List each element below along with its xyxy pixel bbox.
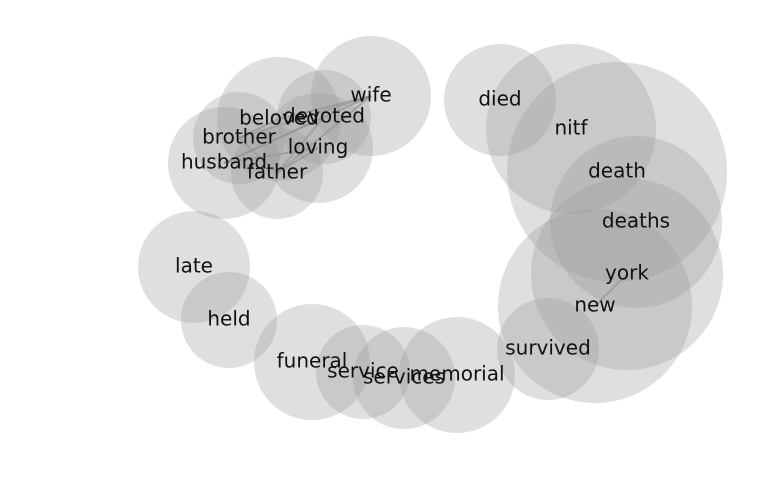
edge-wife-brother (238, 95, 372, 139)
edges-layer (223, 95, 628, 307)
node-circle-wife (311, 36, 431, 156)
node-label-survived: survived (505, 336, 591, 360)
node-circle-nitf (486, 44, 656, 214)
node-circle-york (531, 178, 723, 370)
node-circle-memorial (399, 317, 515, 433)
node-circle-death (507, 62, 727, 282)
node-label-funeral: funeral (277, 349, 348, 373)
node-circle-funeral (254, 304, 370, 420)
node-circle-late (138, 211, 250, 323)
edge-devoted-husband (223, 116, 325, 164)
node-circle-service (316, 325, 410, 419)
node-circle-father (231, 127, 323, 219)
node-label-memorial: memorial (409, 362, 504, 386)
node-label-husband: husband (181, 150, 267, 174)
node-circle-died (444, 44, 556, 156)
node-label-died: died (478, 87, 521, 111)
edge-loving-husband (223, 147, 319, 164)
node-label-late: late (175, 254, 213, 278)
node-label-held: held (207, 307, 250, 331)
node-circle-devoted (277, 70, 371, 164)
node-label-services: services (363, 365, 445, 389)
node-label-devoted: devoted (283, 104, 365, 128)
edge-new-york (594, 273, 628, 307)
node-label-nitf: nitf (554, 116, 588, 140)
node-label-beloved: beloved (239, 106, 319, 130)
node-label-york: york (605, 261, 649, 285)
node-circle-deaths (550, 136, 722, 308)
node-circle-brother (193, 92, 285, 184)
node-label-brother: brother (202, 125, 277, 149)
edge-wife-father (276, 95, 372, 174)
node-label-deaths: deaths (602, 209, 670, 233)
edge-loving-father (276, 147, 319, 174)
node-label-loving: loving (288, 135, 349, 159)
edge-devoted-father (276, 116, 325, 174)
node-label-new: new (574, 293, 615, 317)
circles-layer (138, 36, 727, 433)
node-circle-husband (168, 107, 280, 219)
node-circle-new (498, 209, 692, 403)
node-circle-loving (263, 93, 373, 203)
node-label-death: death (588, 159, 646, 183)
node-circle-beloved (217, 57, 341, 181)
edge-brother-father (238, 137, 278, 174)
node-label-service: service (327, 359, 399, 383)
node-label-wife: wife (350, 83, 391, 107)
node-label-father: father (247, 160, 308, 184)
edge-beloved-brother (238, 118, 280, 139)
node-circle-services (353, 327, 455, 429)
node-circle-survived (497, 298, 599, 400)
node-circle-held (181, 272, 277, 368)
